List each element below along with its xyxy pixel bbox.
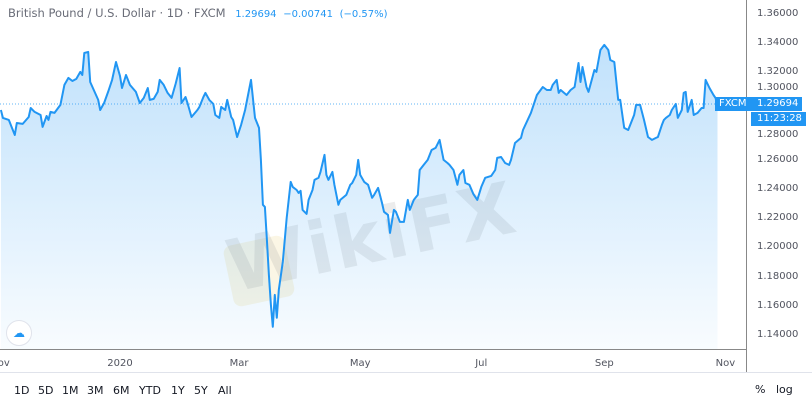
time-tick-label: Sep bbox=[594, 358, 614, 369]
price-tick-label: 1.34000 bbox=[757, 37, 799, 49]
last-price-tag: 1.29694 bbox=[751, 97, 803, 111]
chart-legend: British Pound / U.S. Dollar · 1D · FXCM … bbox=[8, 6, 388, 20]
range-button-6m[interactable]: 6M bbox=[113, 384, 130, 397]
time-tick-label: May bbox=[349, 358, 371, 369]
price-tick-label: 1.20000 bbox=[757, 241, 799, 253]
price-tick-label: 1.18000 bbox=[757, 270, 799, 282]
range-button-1d[interactable]: 1D bbox=[14, 384, 30, 397]
price-tick-label: 1.32000 bbox=[757, 66, 799, 78]
price-area-fill bbox=[0, 44, 718, 349]
time-tick-label: Nov bbox=[715, 358, 736, 369]
price-change-percent: (−0.57%) bbox=[339, 9, 388, 20]
time-tick-label: Jul bbox=[475, 358, 488, 369]
range-button-1m[interactable]: 1M bbox=[62, 384, 79, 397]
log-scale-button[interactable]: log bbox=[776, 383, 793, 396]
time-tick-label: Mar bbox=[229, 358, 249, 369]
range-button-3m[interactable]: 3M bbox=[87, 384, 104, 397]
range-toolbar: 1D 5D 1M 3M 6M YTD 1Y 5Y All bbox=[0, 372, 812, 408]
time-axis[interactable]: Nov 2020 Mar May Jul Sep Nov bbox=[0, 349, 746, 372]
time-tick-label: 2020 bbox=[107, 358, 133, 369]
bar-countdown-tag: 11:23:28 bbox=[751, 112, 806, 126]
price-axis[interactable]: 1.36000 1.34000 1.32000 1.30000 1.28000 1.260… bbox=[746, 0, 812, 372]
time-tick-label: Nov bbox=[0, 358, 10, 369]
price-tick-label: 1.26000 bbox=[757, 153, 799, 165]
price-tick-label: 1.30000 bbox=[757, 82, 799, 93]
range-button-5y[interactable]: 5Y bbox=[194, 384, 208, 397]
price-chart[interactable] bbox=[0, 0, 746, 349]
price-tick-label: 1.24000 bbox=[757, 183, 799, 195]
price-tick-label: 1.14000 bbox=[757, 328, 799, 340]
price-tick-label: 1.36000 bbox=[757, 8, 799, 19]
range-button-1y[interactable]: 1Y bbox=[171, 384, 185, 397]
source-tag: FXCM bbox=[715, 97, 751, 111]
symbol-title: British Pound / U.S. Dollar · 1D · FXCM bbox=[8, 6, 226, 20]
tradingview-logo-icon[interactable]: ☁ bbox=[6, 320, 32, 346]
last-price: 1.29694 bbox=[235, 9, 277, 20]
range-button-ytd[interactable]: YTD bbox=[139, 384, 161, 397]
price-tick-label: 1.28000 bbox=[757, 129, 799, 140]
price-tick-label: 1.16000 bbox=[757, 299, 799, 311]
percent-scale-button[interactable]: % bbox=[755, 383, 766, 396]
price-tick-label: 1.22000 bbox=[757, 212, 799, 224]
price-line bbox=[0, 43, 719, 328]
range-button-5d[interactable]: 5D bbox=[38, 384, 54, 397]
range-button-all[interactable]: All bbox=[218, 384, 232, 397]
price-change: −0.00741 bbox=[283, 9, 333, 20]
